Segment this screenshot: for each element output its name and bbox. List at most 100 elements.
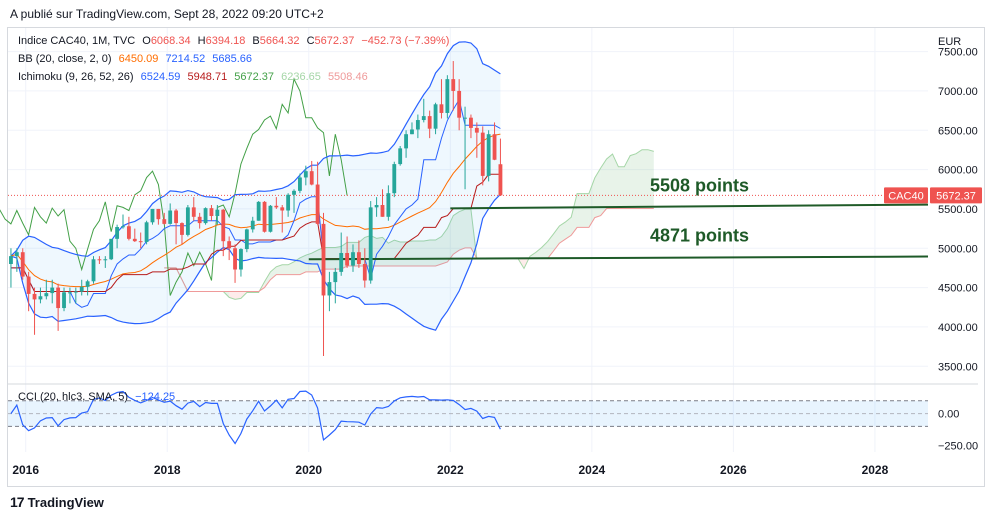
candle-body [486,134,491,176]
candle-body [68,292,72,294]
candle-2018-06 [197,212,202,229]
candle-2018-03 [180,222,184,245]
candle-2022-07 [486,130,491,182]
candle-2018-04 [185,205,190,237]
candle-body [85,281,90,287]
candle-body [303,171,308,178]
cloud-segment [305,253,312,272]
candle-body [404,134,408,149]
candle-body [315,184,320,224]
year-tick-2026: 2026 [720,463,747,477]
candle-2015-12 [20,248,25,280]
candle-body [421,116,426,121]
price-tick-7: 4000.00 [938,322,978,334]
cloud-segment [600,159,607,216]
brand-name: TradingView [27,494,104,510]
cloud-segment [612,154,619,209]
price-tag: CAC40 5672.37 [884,187,982,204]
candle-2016-08 [68,287,72,304]
candle-2017-11 [156,208,161,225]
price-tick-8: 3500.00 [938,361,978,373]
candle-2017-05 [121,214,125,229]
candle-body [174,210,178,224]
candle-body [239,249,243,270]
candle-body [150,208,155,223]
candle-body [233,248,237,270]
legend-symbol: Indice CAC40, 1M, TVC [18,35,136,47]
candle-body [126,226,131,239]
chikou-line [0,77,348,296]
candle-2017-08 [138,232,143,249]
candle-body [97,259,102,261]
candle-2018-12 [233,244,237,283]
legend-bb-lower: 5685.66 [212,53,253,65]
candle-2018-02 [174,208,178,245]
cci-line [10,390,501,445]
candle-2018-11 [227,236,232,261]
bb-upper-line [10,41,501,257]
cloud-segment [400,242,407,266]
cloud-segment [264,271,271,288]
candle-body [121,226,125,228]
candle-2020-06 [339,232,344,276]
price-tick-0: 7500.00 [938,47,978,59]
price-tag-value-bg [930,187,982,204]
candle-body [333,271,338,283]
candle-body [115,227,120,239]
candle-body [244,229,249,250]
legend-cci-value: −124.25 [135,391,176,403]
legend-ichimoku-name: Ichimoku (9, 26, 52, 26) [18,71,134,83]
candle-body [132,238,137,242]
candle-body [109,238,114,260]
candle-2020-08 [351,244,355,272]
candle-body [56,287,61,309]
candle-2021-01 [380,189,385,217]
candle-body [309,171,314,185]
candle-body [380,205,385,217]
candle-2018-08 [209,205,214,221]
candle-body [292,190,296,195]
candle-2021-10 [433,102,438,135]
tradingview-logo-icon: 17 [10,494,25,510]
year-tick-2020: 2020 [295,463,322,477]
tradingview-brand[interactable]: 17 TradingView [10,494,104,510]
candle-2016-06 [56,283,61,331]
year-tick-2024: 2024 [578,463,605,477]
candle-body [256,201,261,221]
candle-body [339,252,344,272]
candle-2019-06 [268,205,273,233]
legend-bb-name: BB (20, close, 2, 0) [18,53,112,65]
candle-body [392,164,397,194]
candle-2019-04 [256,201,261,221]
candle-body [469,117,473,128]
price-tick-2: 6500.00 [938,125,978,137]
cloud-segment [459,209,466,251]
candle-2019-02 [244,228,249,253]
candle-2020-02 [315,161,320,225]
candle-body [351,252,355,266]
legend-high: 6394.18 [205,35,246,47]
price-tag-value: 5672.37 [936,190,976,202]
candle-2019-12 [303,165,308,186]
candle-body [463,117,467,119]
candle-2017-09 [144,220,149,245]
cci-tick-0: 0.00 [938,409,959,421]
legend-cci-name: CCI (20, hlc3, SMA, 5) [18,391,129,403]
candle-body [374,205,379,208]
cloud-segment [541,241,548,259]
candle-body [221,209,226,242]
candle-body [73,291,78,293]
candle-body [268,205,273,232]
price-tag-symbol: CAC40 [888,190,923,202]
cloud-segment [618,166,625,209]
candle-2020-04 [327,271,332,312]
candle-body [32,293,37,300]
year-tick-2018: 2018 [154,463,181,477]
tenkan-line [10,98,501,308]
candle-body [362,264,367,281]
candle-2019-11 [298,173,302,194]
legend-ichimoku-v4: 6236.65 [281,71,321,83]
candle-body [20,252,25,277]
